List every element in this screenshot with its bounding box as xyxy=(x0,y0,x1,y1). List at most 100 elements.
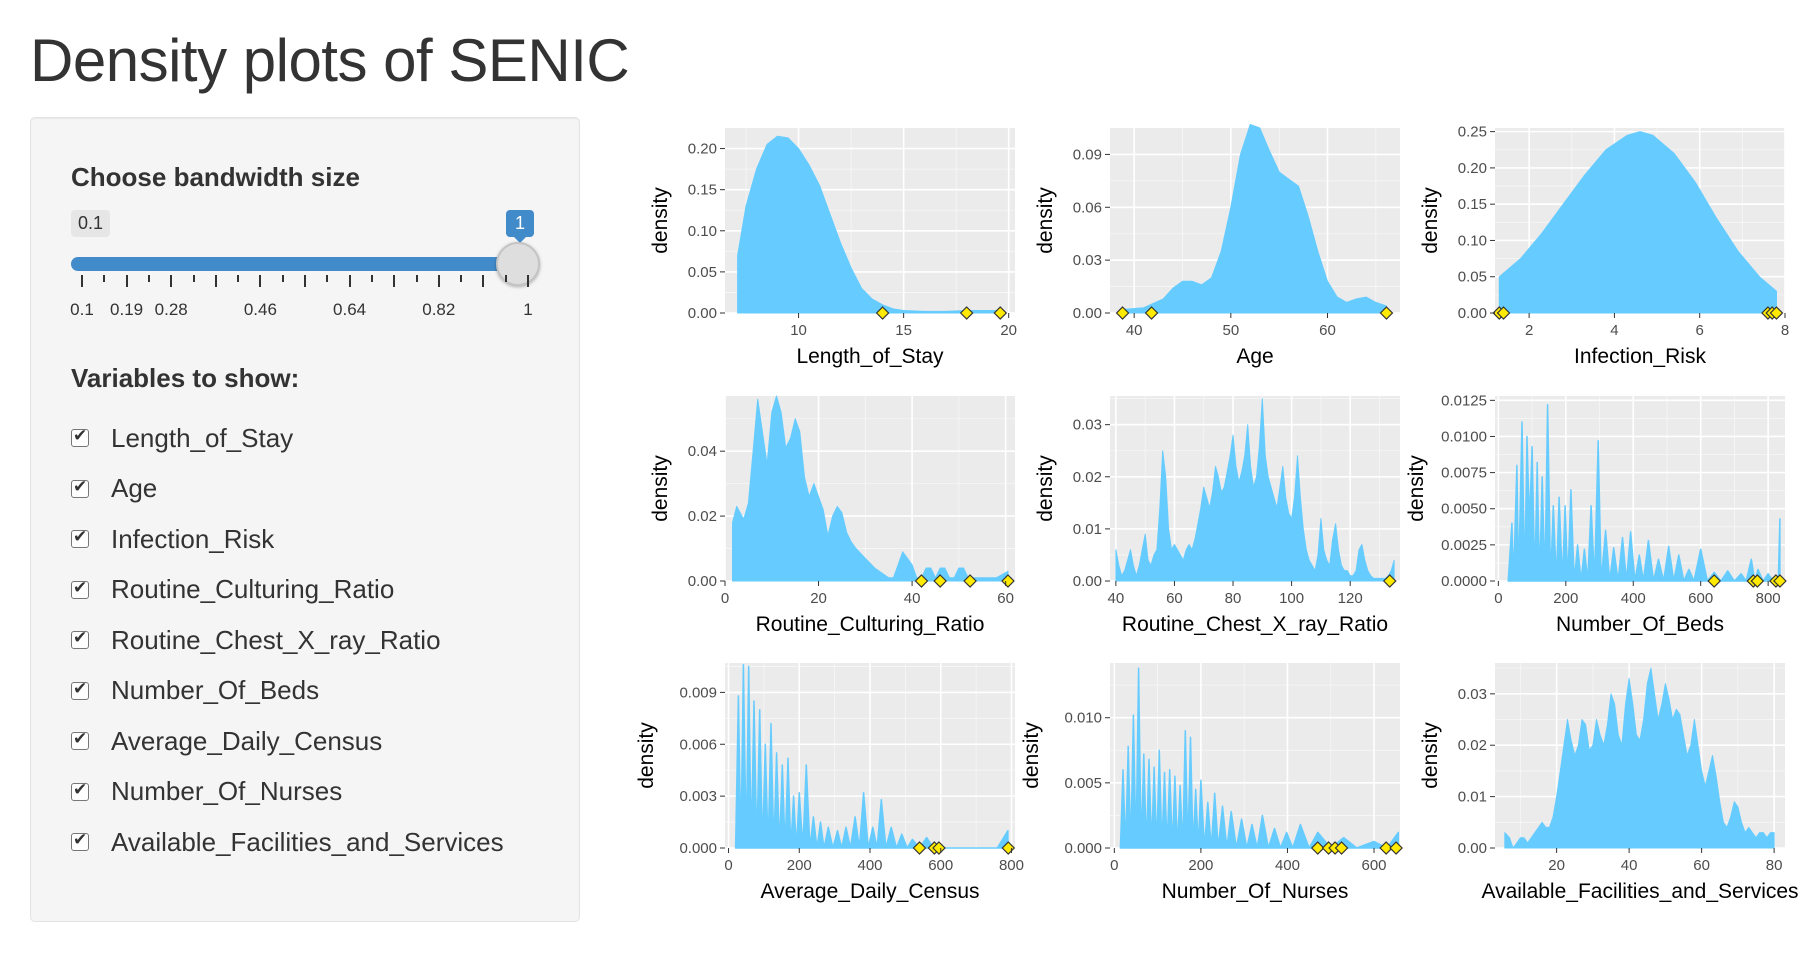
outlier-point xyxy=(914,574,929,588)
variable-checkbox-row[interactable]: Average_Daily_Census xyxy=(71,721,382,761)
slider-tick xyxy=(237,275,240,282)
y-tick-label: 0.20 xyxy=(688,141,717,158)
y-tick-label: 0.02 xyxy=(1073,469,1102,486)
x-tick-label: 4 xyxy=(1610,322,1618,339)
plot-panel xyxy=(1495,396,1785,581)
y-tick-label: 0.00 xyxy=(688,573,717,590)
variable-checkbox-row[interactable]: Length_of_Stay xyxy=(71,418,293,458)
y-tick-label: 0.25 xyxy=(1458,124,1487,141)
plot-panel xyxy=(1110,396,1400,581)
variable-checkbox-row[interactable]: Routine_Chest_X_ray_Ratio xyxy=(71,620,441,660)
variable-checkbox-row[interactable]: Number_Of_Beds xyxy=(71,671,319,711)
x-axis-title: Routine_Chest_X_ray_Ratio xyxy=(1122,613,1388,636)
slider-tick-label: 0.46 xyxy=(243,300,277,319)
y-tick-label: 0.010 xyxy=(1064,710,1102,727)
outlier-point xyxy=(1746,574,1761,588)
y-axis-title: density xyxy=(1034,187,1057,254)
density-chart: 0.00 0.05 0.10 0.15 0.20 10 15 20 Length_of_Stay… xyxy=(649,128,1017,368)
checkbox-checked-icon[interactable] xyxy=(71,628,89,649)
x-tick-label: 60 xyxy=(1319,322,1336,339)
x-tick-label: 20 xyxy=(1548,857,1565,874)
x-tick-label: 400 xyxy=(1275,857,1300,874)
density-chart: 0.00 0.03 0.06 0.09 40 50 60 Age density xyxy=(1034,124,1400,368)
y-tick-label: 0.15 xyxy=(1458,196,1487,213)
y-tick-label: 0.01 xyxy=(1458,789,1487,806)
checkbox-checked-icon[interactable] xyxy=(71,729,89,750)
outlier-point xyxy=(993,306,1008,320)
outlier-point xyxy=(1321,841,1336,855)
outlier-point xyxy=(932,841,946,855)
outlier-point xyxy=(1310,841,1325,855)
x-tick-label: 0 xyxy=(721,590,729,607)
x-axis-title: Available_Facilities_and_Services xyxy=(1481,880,1798,903)
checkbox-checked-icon[interactable] xyxy=(71,477,89,498)
y-tick-label: 0.00 xyxy=(1458,840,1487,857)
bandwidth-slider-handle[interactable] xyxy=(496,242,540,286)
y-tick-label: 0.0100 xyxy=(1441,428,1487,445)
x-tick-label: 15 xyxy=(895,322,912,339)
y-tick-label: 0.00 xyxy=(688,305,717,322)
y-tick-label: 0.10 xyxy=(688,223,717,240)
plot-panel xyxy=(1110,128,1400,313)
y-tick-label: 0.000 xyxy=(1064,840,1102,857)
x-tick-label: 60 xyxy=(1693,857,1710,874)
variable-checkbox-label: Available_Facilities_and_Services xyxy=(111,826,504,857)
variable-checkbox-row[interactable]: Number_Of_Nurses xyxy=(71,772,342,812)
slider-tick-label: 1 xyxy=(523,300,533,319)
y-tick-label: 0.01 xyxy=(1073,521,1102,538)
checkbox-checked-icon[interactable] xyxy=(71,426,89,447)
y-tick-label: 0.02 xyxy=(1458,737,1487,754)
outlier-point xyxy=(1328,841,1342,855)
slider-value-label: 1 xyxy=(506,210,535,243)
variable-checkbox-row[interactable]: Age xyxy=(71,469,157,509)
y-axis-title: density xyxy=(649,455,672,522)
checkbox-checked-icon[interactable] xyxy=(71,527,89,548)
outlier-point xyxy=(1001,841,1016,855)
slider-tick xyxy=(103,275,106,282)
variable-checkbox-label: Average_Daily_Census xyxy=(111,725,383,756)
y-tick-label: 0.03 xyxy=(1073,417,1102,434)
variable-checkbox-row[interactable]: Routine_Culturing_Ratio xyxy=(71,570,394,610)
checkbox-checked-icon[interactable] xyxy=(71,679,89,700)
y-tick-label: 0.0050 xyxy=(1441,501,1487,518)
checkbox-checked-icon[interactable] xyxy=(71,780,89,801)
x-tick-label: 400 xyxy=(1621,590,1646,607)
density-area xyxy=(1122,124,1387,314)
outlier-point xyxy=(875,306,890,320)
y-tick-label: 0.0000 xyxy=(1441,573,1487,590)
density-chart: 0.000 0.005 0.010 0 200 400 600 Number_Of_Nurse… xyxy=(1020,663,1403,903)
density-area xyxy=(1119,667,1400,849)
slider-tick xyxy=(437,275,440,287)
y-tick-label: 0.03 xyxy=(1073,252,1102,269)
y-axis-title: density xyxy=(649,187,672,254)
density-area xyxy=(1498,131,1777,314)
y-tick-label: 0.15 xyxy=(688,182,717,199)
outlier-point xyxy=(1334,841,1349,855)
plot-panel xyxy=(1495,128,1785,313)
bandwidth-slider-track[interactable] xyxy=(71,257,511,271)
x-axis-title: Average_Daily_Census xyxy=(760,880,979,903)
variable-checkbox-label: Age xyxy=(111,473,158,503)
slider-tick xyxy=(214,275,217,287)
slider-tick-label: 0.82 xyxy=(422,300,456,319)
outlier-point xyxy=(1115,306,1130,320)
outlier-point xyxy=(1144,306,1159,320)
outlier-point xyxy=(1761,306,1775,320)
y-tick-label: 0.003 xyxy=(679,788,717,805)
variable-checkbox-label: Number_Of_Nurses xyxy=(111,776,343,806)
variable-checkbox-row[interactable]: Infection_Risk xyxy=(71,519,274,559)
variable-checkbox-row[interactable]: Available_Facilities_and_Services xyxy=(71,822,504,862)
x-axis-title: Routine_Culturing_Ratio xyxy=(756,613,985,636)
x-tick-label: 100 xyxy=(1279,590,1304,607)
y-tick-label: 0.00 xyxy=(1073,573,1102,590)
bandwidth-label: Choose bandwidth size xyxy=(71,162,360,192)
checkbox-checked-icon[interactable] xyxy=(71,830,89,851)
y-tick-label: 0.0125 xyxy=(1441,392,1487,409)
variables-label: Variables to show: xyxy=(71,363,300,393)
checkbox-checked-icon[interactable] xyxy=(71,578,89,599)
x-tick-label: 0 xyxy=(1110,857,1118,874)
y-axis-title: density xyxy=(1020,722,1043,789)
outlier-point xyxy=(1389,841,1403,855)
slider-tick xyxy=(81,275,83,287)
y-tick-label: 0.02 xyxy=(688,508,717,525)
